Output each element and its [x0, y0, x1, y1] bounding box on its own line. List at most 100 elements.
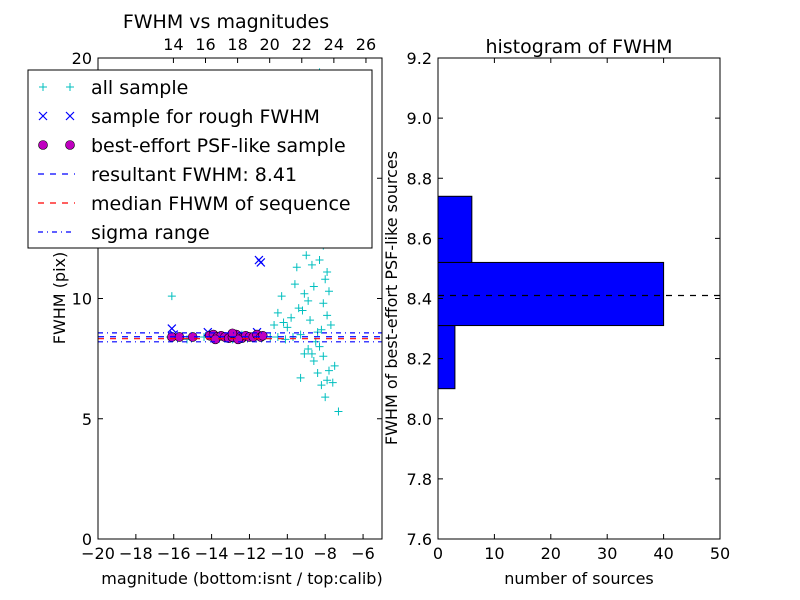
- scatter-point-circle: [257, 330, 268, 341]
- legend-label: all sample: [91, 77, 188, 99]
- scatter-point-plus: [324, 287, 333, 296]
- scatter-point-plus: [298, 306, 307, 315]
- scatter-point-plus: [309, 282, 318, 291]
- scatter-point-plus: [167, 292, 176, 301]
- hist-x-tick-label: 0: [433, 544, 443, 563]
- hist-y-tick-label: 8.8: [407, 169, 432, 188]
- top-x-tick-label: 22: [292, 35, 312, 54]
- hist-x-tick-label: 10: [484, 544, 504, 563]
- scatter-point-plus: [277, 292, 286, 301]
- scatter-point-plus: [323, 268, 332, 277]
- scatter-point-x: [167, 324, 177, 333]
- top-x-tick-label: 20: [260, 35, 280, 54]
- scatter-legend: all sample sample for rough FWHM best-effo…: [27, 69, 373, 249]
- scatter-title: FWHM vs magnitudes: [123, 11, 329, 33]
- scatter-point-plus: [304, 345, 313, 354]
- scatter-point-plus: [273, 308, 282, 317]
- scatter-point-plus: [307, 349, 316, 358]
- scatter-point-plus: [302, 251, 311, 260]
- histogram-panel: 0 10 20 30 40 50 7.6 7.8 8.0 8.2 8.4 8.6 8.8 9.0 9.2 h…: [382, 36, 730, 588]
- x-tick-label: −12: [233, 544, 267, 563]
- scatter-axis-ticks: −20 −18 −16 −14 −12 −10 −8 −6 0 5 10 20 14 16 18 20 22 24…: [72, 35, 382, 563]
- scatter-point-plus: [296, 330, 305, 339]
- scatter-point-plus: [307, 260, 316, 269]
- top-x-tick-label: 26: [356, 35, 376, 54]
- x-tick-label: −18: [119, 544, 153, 563]
- hist-y-tick-label: 8.4: [407, 290, 432, 309]
- legend-label: best-effort PSF-like sample: [91, 135, 346, 157]
- x-tick-label: −14: [195, 544, 229, 563]
- legend-marker: [39, 83, 47, 91]
- scatter-x-axis-label: magnitude (bottom:isnt / top:calib): [101, 569, 382, 588]
- scatter-point-plus: [300, 349, 309, 358]
- scatter-point-plus: [315, 256, 324, 265]
- scatter-point-plus: [323, 311, 332, 320]
- legend-label: sample for rough FWHM: [91, 106, 320, 128]
- scatter-point-plus: [319, 299, 328, 308]
- histogram-bar: [437, 325, 456, 390]
- hist-y-tick-label: 9.0: [407, 109, 432, 128]
- scatter-point-plus: [315, 342, 324, 351]
- scatter-point-plus: [279, 318, 288, 327]
- scatter-point-x: [254, 255, 264, 265]
- scatter-point-plus: [326, 320, 335, 329]
- hist-y-tick-label: 8.6: [407, 229, 432, 248]
- y-tick-label: 5: [82, 410, 92, 429]
- legend-marker: [38, 111, 48, 121]
- scatter-point-plus: [324, 366, 333, 375]
- x-tick-label: −6: [351, 544, 375, 563]
- scatter-point-plus: [300, 289, 309, 298]
- x-tick-label: −20: [81, 544, 115, 563]
- scatter-point-plus: [306, 316, 315, 325]
- scatter-point-plus: [317, 381, 326, 390]
- hist-y-tick-label: 7.8: [407, 470, 432, 489]
- scatter-point-plus: [321, 275, 330, 284]
- legend-label: median FHWM of sequence: [91, 193, 351, 215]
- legend-marker: [38, 140, 48, 150]
- scatter-point-plus: [296, 373, 305, 382]
- scatter-point-plus: [321, 393, 330, 402]
- histogram-axis-ticks: 0 10 20 30 40 50 7.6 7.8 8.0 8.2 8.4 8.6 8.8 9.0 9.2: [407, 49, 731, 563]
- histogram-title: histogram of FWHM: [485, 36, 672, 58]
- top-x-tick-label: 14: [163, 35, 183, 54]
- legend-label: resultant FWHM: 8.41: [91, 164, 297, 186]
- x-tick-label: −10: [270, 544, 304, 563]
- legend-marker: [66, 83, 74, 91]
- top-x-tick-label: 24: [324, 35, 344, 54]
- hist-y-tick-label: 7.6: [407, 530, 432, 549]
- scatter-point-plus: [317, 325, 326, 334]
- hist-y-tick-label: 8.2: [407, 350, 432, 369]
- scatter-point-plus: [334, 407, 343, 416]
- scatter-point-plus: [330, 361, 339, 370]
- scatter-point-plus: [328, 378, 337, 387]
- scatter-point-plus: [309, 357, 318, 366]
- scatter-point-plus: [270, 320, 279, 329]
- scatter-point-plus: [319, 352, 328, 361]
- legend-marker: [65, 140, 75, 150]
- scatter-point-plus: [287, 313, 296, 322]
- x-tick-label: −16: [157, 544, 191, 563]
- scatter-y-axis-label: FWHM (pix): [50, 252, 69, 345]
- hist-x-tick-label: 40: [653, 544, 673, 563]
- scatter-point-plus: [313, 369, 322, 378]
- histogram-bar: [437, 261, 665, 327]
- y-tick-label: 20: [72, 49, 92, 68]
- scatter-point-plus: [283, 323, 292, 332]
- histogram-bar: [437, 195, 473, 263]
- legend-marker: [65, 111, 75, 121]
- histogram-y-axis-label: FWHM of best-effort PSF-like sources: [382, 151, 401, 445]
- histogram-x-axis-label: number of sources: [504, 569, 654, 588]
- y-tick-label: 10: [72, 290, 92, 309]
- scatter-point-plus: [304, 296, 313, 305]
- hist-x-tick-label: 50: [710, 544, 730, 563]
- hist-x-tick-label: 30: [597, 544, 617, 563]
- scatter-point-plus: [281, 335, 290, 344]
- scatter-panel: −20 −18 −16 −14 −12 −10 −8 −6 0 5 10 20 14 16 18 20 22 24…: [27, 11, 383, 588]
- histogram-plot-area: [437, 195, 720, 390]
- hist-y-tick-label: 9.2: [407, 49, 432, 68]
- scatter-point-plus: [323, 376, 332, 385]
- scatter-point-plus: [290, 280, 299, 289]
- x-tick-label: −8: [313, 544, 337, 563]
- top-x-tick-label: 18: [227, 35, 247, 54]
